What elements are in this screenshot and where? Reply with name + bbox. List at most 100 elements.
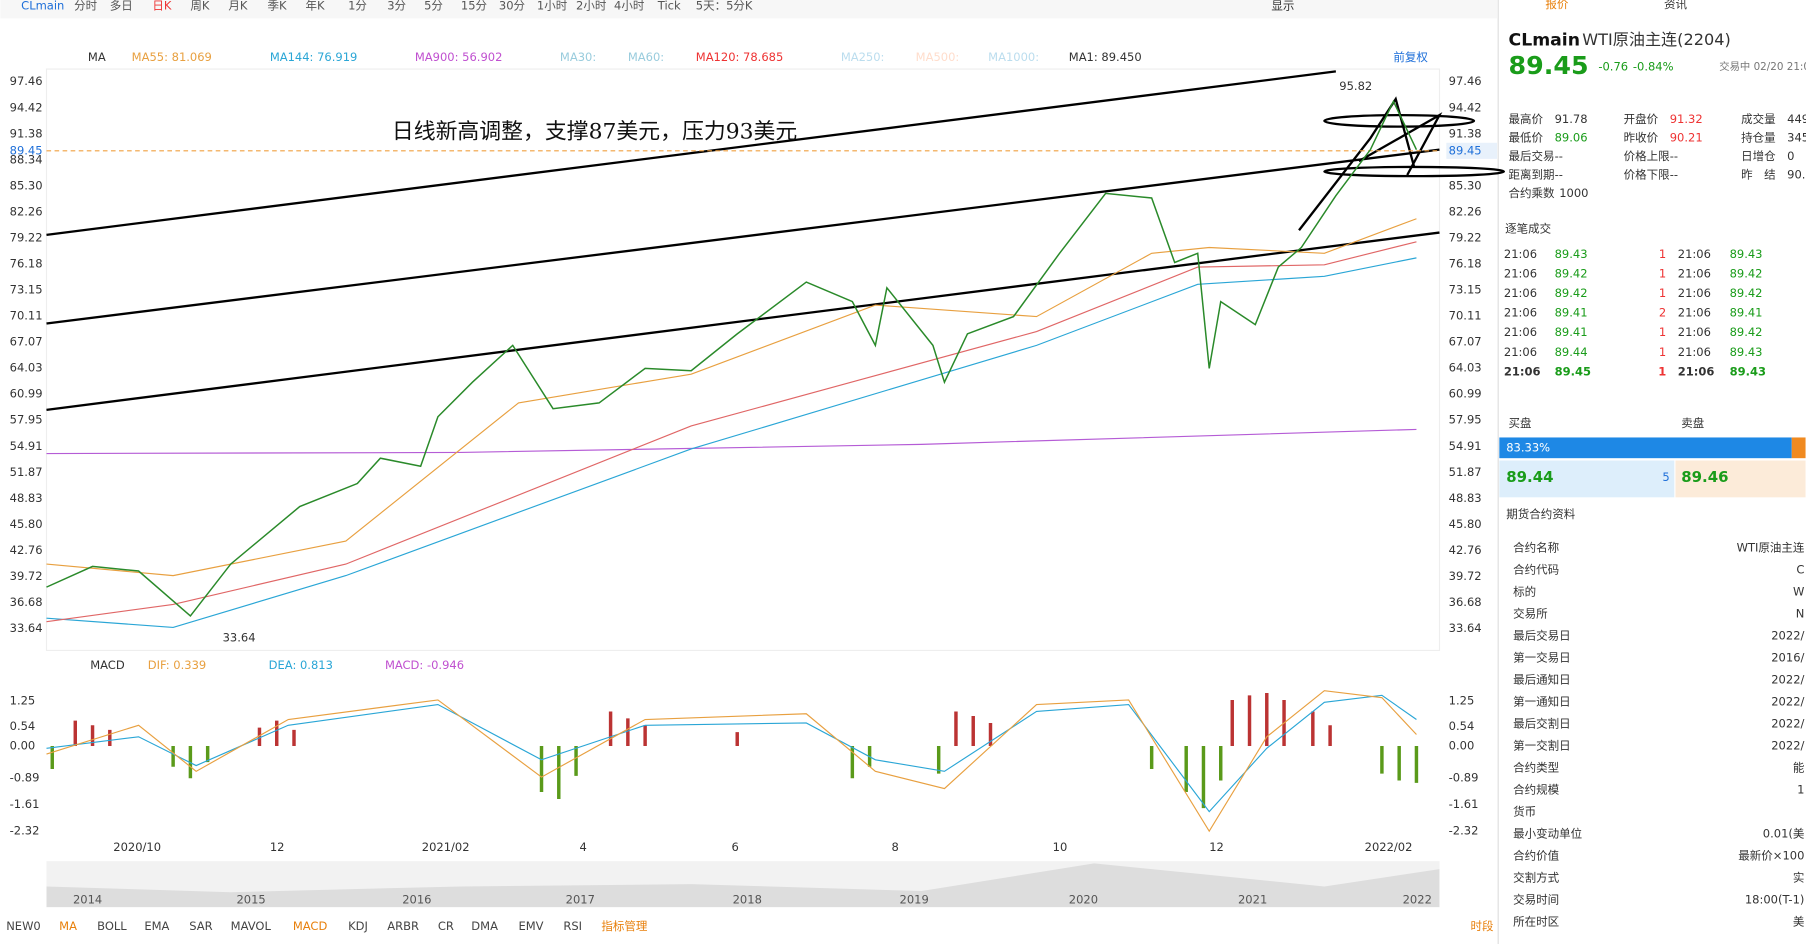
trade-cell: 89.41 — [1730, 306, 1763, 320]
period-tab[interactable]: 3分 — [387, 0, 406, 12]
navigator-year: 2019 — [900, 893, 929, 907]
navigator-year: 2022 — [1403, 893, 1432, 907]
price-axis-right: 57.95 — [1449, 413, 1482, 427]
trade-cell: 89.44 — [1555, 345, 1588, 359]
contract-value: 美 — [1793, 914, 1805, 928]
trade-cell: 89.43 — [1730, 247, 1763, 261]
bid-box — [1499, 460, 1675, 498]
indicator-tab[interactable]: CR — [438, 919, 454, 933]
period-tab[interactable]: 15分 — [461, 0, 488, 12]
period-tab[interactable]: Tick — [657, 0, 681, 12]
macd-axis-right: 0.54 — [1449, 719, 1475, 733]
macd-lines — [46, 690, 1417, 833]
price-axis-right: 45.80 — [1449, 517, 1482, 531]
period-tab[interactable]: 月K — [228, 0, 247, 12]
session-toggle[interactable]: 时段 — [1471, 919, 1494, 933]
period-tab[interactable]: 多日 — [110, 0, 133, 12]
contract-label: 合约价值 — [1513, 848, 1559, 862]
trade-cell: 1 — [1659, 325, 1666, 339]
time-axis: 2022/02 — [1365, 840, 1413, 854]
price-axis-right: 85.30 — [1449, 178, 1482, 192]
period-tab[interactable]: 5分 — [424, 0, 443, 12]
trade-cell: 89.41 — [1555, 306, 1588, 320]
indicator-tab[interactable]: MA — [59, 919, 77, 933]
contract-value: WTI原油主连 — [1737, 540, 1805, 554]
indicator-tab[interactable]: KDJ — [348, 919, 368, 933]
price-axis-left: 79.22 — [10, 230, 43, 244]
contract-label: 交易所 — [1513, 606, 1548, 620]
price-axis-right: 51.87 — [1449, 465, 1482, 479]
price-axis-left: 57.95 — [10, 413, 43, 427]
plot-frame — [45, 68, 1441, 652]
ask-price: 89.46 — [1681, 468, 1728, 486]
contract-value: N — [1796, 606, 1805, 620]
indicator-tab[interactable]: SAR — [189, 919, 212, 933]
indicator-tab[interactable]: EMV — [518, 919, 543, 933]
annotation: 日线新高调整，支撑87美元，压力93美元 — [392, 119, 797, 144]
macd-axis-right: -1.61 — [1449, 797, 1479, 811]
adjust-toggle[interactable]: 前复权 — [1393, 50, 1428, 64]
side-tab[interactable]: 资讯 — [1664, 0, 1688, 11]
indicator-tab[interactable]: DMA — [471, 919, 498, 933]
price-axis-left: 54.91 — [10, 439, 43, 453]
ask-ratio-bar — [1791, 437, 1806, 459]
indicator-tab[interactable]: MACD — [293, 919, 328, 933]
trade-cell: 21:06 — [1504, 325, 1537, 339]
trade-cell: 89.43 — [1730, 364, 1766, 378]
price-axis-left: 48.83 — [10, 491, 43, 505]
period-tab[interactable]: 季K — [268, 0, 287, 12]
indicator-tab[interactable]: RSI — [563, 919, 582, 933]
side-change-pct: -0.84% — [1633, 59, 1674, 73]
trend-lines — [46, 70, 1506, 411]
trade-cell: 21:06 — [1504, 286, 1537, 300]
contract-label: 合约名称 — [1513, 540, 1559, 554]
period-tab[interactable]: 日K — [152, 0, 171, 12]
trade-cell: 21:06 — [1504, 247, 1537, 261]
price-axis-left: 33.64 — [10, 621, 43, 635]
period-tab[interactable]: 年K — [306, 0, 325, 12]
indicator-tab[interactable]: 指标管理 — [601, 919, 647, 933]
side-tab[interactable]: 报价 — [1545, 0, 1568, 11]
trade-cell: 89.43 — [1555, 247, 1588, 261]
bid-ratio-bar — [1499, 437, 1792, 459]
contract-title: 期货合约资料 — [1506, 507, 1575, 521]
indicator-tab[interactable]: MAVOL — [231, 919, 272, 933]
price-axis-left: 85.30 — [10, 178, 43, 192]
period-tab[interactable]: 5天：5分K — [696, 0, 753, 12]
price-axis-left: 82.26 — [10, 204, 43, 218]
ma-legend: MA55: 81.069 — [132, 50, 212, 64]
price-axis-right: 82.26 — [1449, 204, 1482, 218]
indicator-tab[interactable]: EMA — [144, 919, 169, 933]
price-axis-left: 64.03 — [10, 361, 43, 375]
side-price: 89.45 — [1509, 50, 1589, 80]
trade-cell: 21:06 — [1504, 345, 1537, 359]
bid-label: 买盘 — [1509, 416, 1532, 430]
quote-value: -- — [1555, 149, 1563, 163]
period-tab[interactable]: 4小时 — [614, 0, 645, 12]
trade-cell: 89.42 — [1730, 325, 1763, 339]
indicator-tab[interactable]: BOLL — [97, 919, 127, 933]
display-menu[interactable]: 显示 — [1271, 0, 1294, 12]
quote-value: 91.78 — [1555, 112, 1588, 126]
side-status: 交易中 02/20 21:0 — [1719, 60, 1806, 73]
period-tab[interactable]: 30分 — [499, 0, 526, 12]
period-tab[interactable]: 1分 — [348, 0, 367, 12]
navigator-area — [46, 863, 1440, 908]
trade-cell: 89.41 — [1555, 325, 1588, 339]
quote-label: 开盘价 — [1624, 112, 1659, 126]
macd-axis-left: -0.89 — [10, 771, 40, 785]
period-tab[interactable]: 周K — [190, 0, 209, 12]
quote-label: 持仓量 — [1741, 131, 1776, 145]
period-tab[interactable]: 1小时 — [537, 0, 568, 12]
symbol[interactable]: CLmain — [21, 0, 64, 12]
period-tab[interactable]: 2小时 — [576, 0, 607, 12]
trade-cell: 21:06 — [1504, 306, 1537, 320]
price-axis-left: 70.11 — [10, 309, 43, 323]
period-tab[interactable]: 分时 — [74, 0, 97, 12]
contract-value: 2016/ — [1771, 650, 1804, 664]
time-axis: 4 — [580, 840, 587, 854]
quote-label: 日增仓 — [1741, 149, 1776, 163]
indicator-tab[interactable]: NEW0 — [6, 919, 41, 933]
quote-label: 昨 结 — [1741, 167, 1776, 181]
indicator-tab[interactable]: ARBR — [387, 919, 419, 933]
